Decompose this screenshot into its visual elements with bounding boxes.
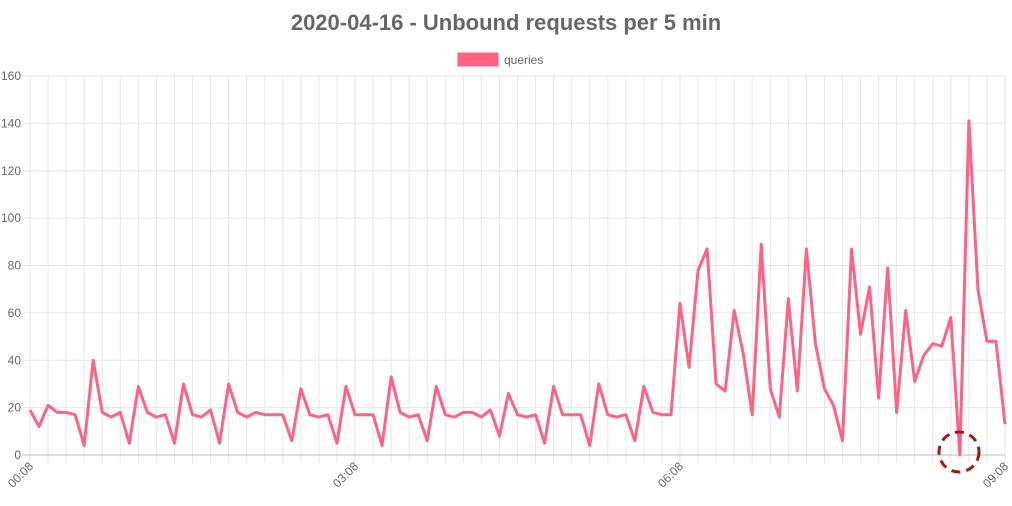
y-tick-label: 60 bbox=[8, 306, 22, 320]
legend-label: queries bbox=[504, 53, 543, 67]
y-tick-label: 100 bbox=[1, 211, 21, 225]
x-tick-label: 03:08 bbox=[330, 459, 361, 490]
y-tick-label: 20 bbox=[8, 401, 22, 415]
y-tick-label: 0 bbox=[14, 448, 21, 462]
highlight-circle bbox=[937, 430, 981, 474]
x-tick-label: 06:08 bbox=[655, 459, 686, 490]
x-tick-label: 00:08 bbox=[5, 459, 36, 490]
x-tick-label: 09:08 bbox=[980, 459, 1011, 490]
legend-swatch bbox=[457, 52, 499, 67]
chart-title: 2020-04-16 - Unbound requests per 5 min bbox=[291, 10, 721, 35]
y-tick-label: 120 bbox=[1, 164, 21, 178]
y-tick-label: 40 bbox=[8, 353, 22, 367]
line bbox=[28, 119, 1007, 457]
y-tick-label: 160 bbox=[1, 69, 21, 83]
y-tick-label: 140 bbox=[1, 116, 21, 130]
y-tick-label: 80 bbox=[8, 259, 22, 273]
